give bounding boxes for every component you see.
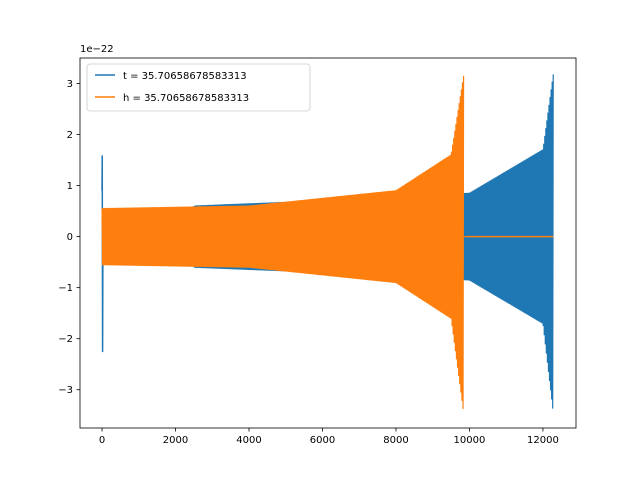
y-offset-label: 1e−22	[80, 44, 114, 55]
series-layer	[101, 74, 554, 410]
x-tick-label: 6000	[310, 435, 335, 446]
y-tick-label: 3	[67, 79, 73, 90]
y-tick-label: −1	[58, 283, 73, 294]
x-axis: 0 2000 4000 6000 8000 10000 12000	[99, 428, 559, 446]
legend: t = 35.70658678583313 h = 35.70658678583…	[86, 63, 311, 112]
y-tick-label: 2	[67, 130, 73, 141]
x-tick-label: 12000	[527, 435, 559, 446]
legend-label-h: h = 35.70658678583313	[123, 93, 249, 104]
x-tick-label: 0	[99, 435, 105, 446]
legend-label-t: t = 35.70658678583313	[123, 71, 247, 82]
y-tick-label: 1	[67, 181, 73, 192]
y-tick-label: 0	[67, 232, 73, 243]
legend-box	[86, 63, 311, 112]
y-tick-label: −2	[58, 334, 73, 345]
x-tick-label: 2000	[163, 435, 188, 446]
y-axis: −3 −2 −1 0 1 2 3	[58, 79, 80, 396]
y-tick-label: −3	[58, 385, 73, 396]
plot-frame	[79, 57, 577, 429]
series-h-line	[101, 75, 465, 410]
x-tick-label: 10000	[454, 435, 486, 446]
x-tick-label: 8000	[383, 435, 408, 446]
x-tick-label: 4000	[236, 435, 261, 446]
